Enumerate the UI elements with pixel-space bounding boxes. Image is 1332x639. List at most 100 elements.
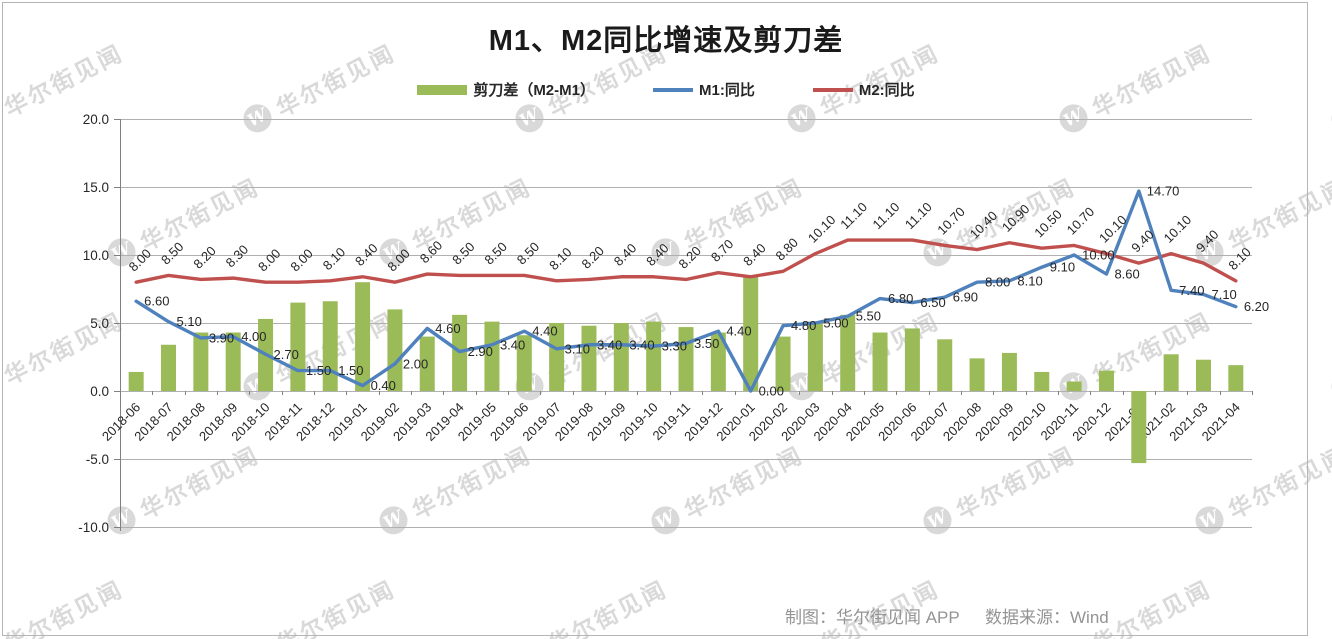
m1-line (134, 189, 1238, 393)
svg-text:-5.0: -5.0 (86, 452, 109, 467)
svg-text:10.10: 10.10 (1161, 212, 1195, 246)
bar (613, 323, 629, 391)
svg-text:7.40: 7.40 (1179, 283, 1204, 298)
svg-text:2.00: 2.00 (403, 356, 428, 371)
svg-text:3.40: 3.40 (629, 337, 654, 352)
x-axis-labels: 2018-062018-072018-082018-092018-102018-… (99, 400, 1243, 444)
svg-text:10.0: 10.0 (83, 248, 109, 263)
svg-text:10.10: 10.10 (805, 212, 839, 246)
svg-text:10.50: 10.50 (1031, 207, 1065, 241)
svg-text:3.40: 3.40 (597, 337, 622, 352)
svg-text:8.80: 8.80 (773, 235, 802, 264)
legend-item-m1: M1:同比 (652, 79, 755, 100)
svg-text:8.50: 8.50 (158, 239, 187, 268)
y-axis-labels: 20.0 15.0 10.0 5.0 0.0 -5.0 -10.0 (78, 112, 109, 535)
bar (1098, 370, 1114, 391)
line-swatch-m2-icon (812, 87, 853, 92)
svg-text:8.10: 8.10 (546, 244, 575, 273)
bar (743, 276, 759, 391)
svg-text:8.20: 8.20 (190, 243, 219, 272)
bar (355, 282, 371, 391)
legend-item-m2: M2:同比 (812, 79, 915, 100)
svg-text:11.10: 11.10 (837, 199, 870, 232)
bar (484, 321, 500, 391)
svg-text:10.70: 10.70 (934, 204, 968, 238)
bar (1163, 354, 1179, 391)
svg-text:2.90: 2.90 (468, 344, 493, 359)
bar (581, 325, 597, 391)
svg-text:8.70: 8.70 (708, 236, 737, 265)
svg-text:0.40: 0.40 (371, 378, 396, 393)
svg-text:8.40: 8.40 (611, 240, 640, 269)
bar (516, 335, 532, 391)
bar (775, 336, 791, 391)
gridlines (120, 119, 1252, 528)
svg-text:3.90: 3.90 (209, 330, 234, 345)
line-swatch-m1-icon (652, 87, 693, 92)
svg-text:-10.0: -10.0 (78, 520, 109, 535)
svg-text:8.50: 8.50 (449, 239, 478, 268)
svg-text:4.40: 4.40 (726, 324, 751, 339)
bar (225, 332, 241, 391)
svg-text:8.00: 8.00 (255, 246, 284, 275)
svg-text:3.40: 3.40 (500, 337, 525, 352)
svg-text:8.40: 8.40 (740, 240, 769, 269)
svg-text:11.10: 11.10 (902, 199, 935, 232)
svg-text:8.40: 8.40 (643, 240, 672, 269)
svg-text:6.90: 6.90 (953, 290, 978, 305)
svg-text:1.50: 1.50 (338, 363, 363, 378)
svg-text:10.40: 10.40 (967, 208, 1001, 242)
svg-text:15.0: 15.0 (83, 180, 109, 195)
svg-text:8.60: 8.60 (417, 238, 446, 267)
svg-text:8.10: 8.10 (320, 244, 349, 273)
bar (840, 314, 856, 391)
bar (1131, 391, 1147, 464)
bar (646, 321, 662, 391)
svg-text:8.40: 8.40 (352, 240, 381, 269)
bar (1195, 359, 1211, 391)
legend-item-scissors: 剪刀差（M2-M1） (417, 79, 595, 100)
svg-text:4.00: 4.00 (241, 329, 266, 344)
svg-text:11.10: 11.10 (870, 199, 903, 232)
bar (969, 358, 985, 391)
bar (904, 328, 920, 391)
bar (549, 323, 565, 391)
svg-text:6.60: 6.60 (144, 294, 169, 309)
svg-text:8.20: 8.20 (676, 243, 705, 272)
svg-text:3.50: 3.50 (694, 336, 719, 351)
bar (322, 301, 338, 391)
bar (193, 332, 209, 391)
svg-text:10.70: 10.70 (1064, 204, 1098, 238)
svg-text:8.10: 8.10 (1017, 273, 1042, 288)
bar (710, 332, 726, 391)
legend-label-m2: M2:同比 (858, 82, 915, 99)
bar (161, 344, 177, 391)
svg-text:9.40: 9.40 (1193, 227, 1222, 256)
svg-text:10.90: 10.90 (999, 201, 1033, 235)
svg-text:14.70: 14.70 (1147, 184, 1180, 199)
svg-text:8.60: 8.60 (1114, 267, 1139, 282)
legend-label-m1: M1:同比 (698, 82, 755, 99)
source-text: 数据来源：Wind (985, 608, 1109, 627)
svg-text:0.0: 0.0 (90, 384, 109, 399)
m1-data-labels: 6.60 5.10 3.90 4.00 2.70 1.50 1.50 0.40 2.00 4.60… (144, 184, 1269, 399)
bar-swatch-icon (417, 84, 468, 95)
bar (937, 339, 953, 391)
svg-text:9.10: 9.10 (1050, 260, 1075, 275)
svg-text:5.0: 5.0 (90, 316, 109, 331)
svg-text:7.10: 7.10 (1211, 287, 1236, 302)
axes (114, 119, 1253, 531)
credit-text: 制图：华尔街见闻 APP (785, 608, 960, 627)
svg-text:8.00: 8.00 (384, 246, 413, 275)
svg-text:8.00: 8.00 (126, 246, 155, 275)
bar (1001, 352, 1017, 391)
svg-text:8.30: 8.30 (223, 242, 252, 271)
bar (128, 371, 144, 391)
svg-text:5.10: 5.10 (177, 314, 202, 329)
m2-line (134, 238, 1238, 284)
svg-text:6.20: 6.20 (1244, 299, 1269, 314)
svg-text:4.40: 4.40 (532, 324, 557, 339)
svg-text:3.10: 3.10 (565, 341, 590, 356)
bar (678, 327, 694, 391)
